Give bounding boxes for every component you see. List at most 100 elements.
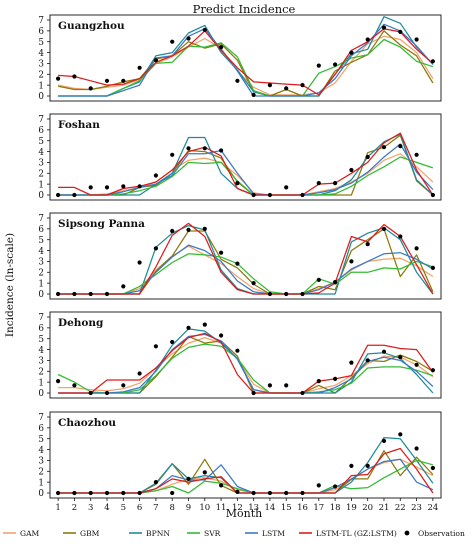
y-tick-label: 6 [38,225,44,235]
x-tick-label: 11 [216,503,227,513]
series-line-lstm-tl-gz-lstm- [58,28,434,96]
observation-point [186,476,191,481]
x-tick-label: 12 [232,503,243,513]
series-line-svr [58,38,434,97]
observation-point [251,281,256,286]
series-line-gam [58,336,434,394]
y-tick-label: 7 [38,313,44,323]
legend: GAM GBM BPNN SVR LSTM LSTM-TL (GZ:LSTM) Observ… [3,529,465,538]
legend-label: GBM [80,529,100,538]
y-tick-label: 7 [38,16,44,26]
legend-item-gbm: GBM [63,529,100,538]
observation-point [104,78,110,83]
observation-point [381,349,387,354]
observation-point [251,390,256,396]
observation-point [414,362,419,367]
y-tick-label: 4 [38,49,44,59]
x-tick-label: 14 [265,503,276,513]
observation-point [137,260,142,265]
observation-point [300,192,305,198]
x-tick-label: 15 [281,503,292,513]
y-tick-label: 1 [38,279,44,289]
x-tick-label: 5 [121,503,126,513]
x-tick-label: 10 [199,503,210,513]
observation-point [349,463,354,468]
observation-point [219,45,224,50]
x-tick-label: 4 [104,503,109,513]
observation-point [72,74,77,79]
observation-point [186,227,191,232]
legend-label: Observation [418,529,465,538]
y-tick-label: 6 [38,324,44,334]
y-tick-label: 0 [38,489,44,499]
y-tick-label: 4 [38,148,44,158]
observation-point [430,368,435,373]
observation-point [398,144,403,149]
observation-point [349,259,354,264]
observation-point [186,146,191,151]
observation-point [121,184,126,189]
observation-point [333,484,338,489]
figure-title: Predict Incidence [193,2,296,16]
observation-point [365,358,370,363]
observation-point [170,152,175,157]
observation-point [202,27,207,32]
observation-point [284,490,289,496]
y-tick-label: 0 [38,290,44,300]
observation-point [219,148,224,153]
observation-point [72,490,77,496]
y-tick-label: 1 [38,81,44,91]
x-tick-label: 18 [330,503,341,513]
x-tick-label: 17 [313,503,324,513]
observation-point [300,390,305,396]
x-tick-label: 2 [72,503,77,513]
observation-point [414,152,419,157]
observation-point [316,483,321,488]
observation-point [284,86,289,91]
series-line-lstm-tl-gz-lstm- [58,332,434,394]
observation-point [153,480,158,485]
y-tick-label: 0 [38,191,44,201]
observation-point [137,65,142,70]
observation-point [381,226,387,231]
observation-point [219,250,224,255]
x-tick-label: 20 [362,503,373,513]
y-tick-label: 1 [38,478,44,488]
observation-point [56,76,61,81]
observation-point [300,490,305,496]
observation-point [219,483,224,488]
observation-point [267,192,272,198]
observation-point [202,322,207,327]
y-tick-label: 5 [38,236,44,246]
observation-point [121,490,126,496]
observation-point [251,192,256,198]
observation-point [88,291,93,297]
observation-point [267,490,272,496]
y-tick-label: 1 [38,378,44,388]
observation-point [88,86,93,91]
y-tick-label: 3 [38,60,44,70]
observation-point [153,173,158,178]
observation-point [153,58,158,63]
y-tick-label: 2 [38,70,44,80]
y-tick-label: 6 [38,424,44,434]
observation-point [349,167,354,173]
observation-point [121,383,126,388]
observation-point [153,344,158,349]
observation-point [316,379,321,384]
observation-point [235,181,240,186]
observation-point [381,145,387,150]
y-tick-label: 2 [38,367,44,377]
observation-point [170,39,175,44]
y-tick-label: 7 [38,115,44,125]
y-tick-label: 7 [38,413,44,423]
series-line-lstm-tl-gz-lstm- [58,132,434,196]
y-tick-label: 3 [38,357,44,367]
observation-point [333,181,338,186]
observation-point [121,284,126,289]
observation-point [170,339,175,345]
observation-point [56,490,61,496]
